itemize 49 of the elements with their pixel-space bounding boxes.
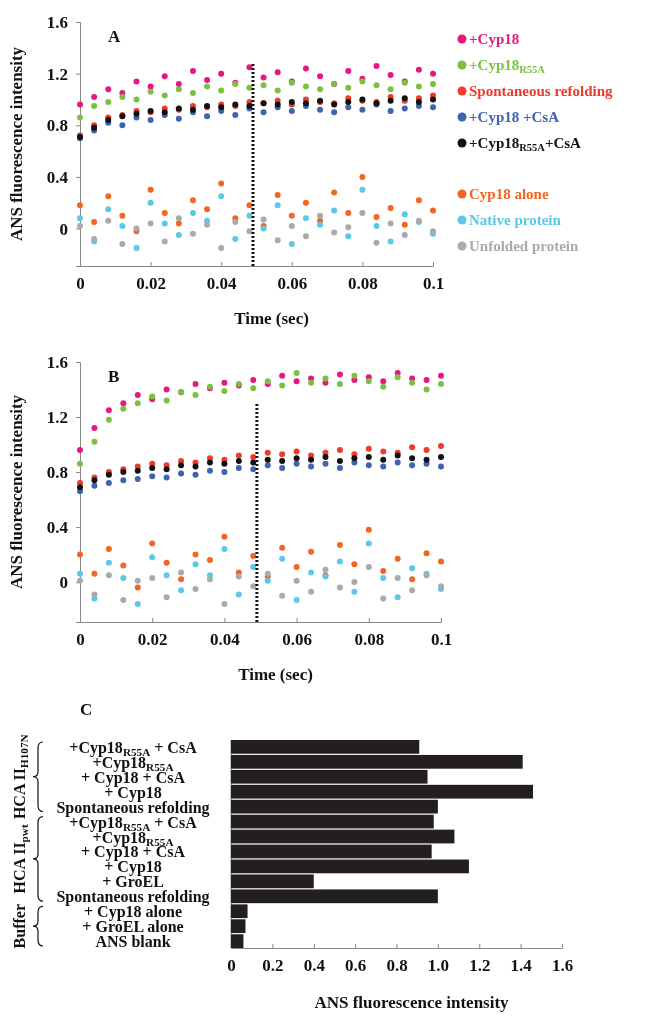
y-axis-title: ANS fluorescence intensity — [7, 394, 26, 590]
y-tick-label: ANS blank — [95, 933, 171, 951]
x-tick-label: 0.02 — [137, 630, 168, 650]
legend-label: +Cyp18$_{R55A}$+CsA — [469, 135, 582, 153]
legend-label: Spontaneous refolding — [469, 83, 614, 99]
x-tick-label: 0.04 — [206, 274, 238, 294]
y-tick-label: 0.8 — [46, 462, 68, 482]
y-tick-label: 1.2 — [46, 64, 68, 84]
x-tick-label: 0.1 — [430, 630, 453, 650]
y-axis-title: ANS fluorescence intensity — [7, 46, 26, 242]
y-tick-label: 0 — [59, 219, 68, 239]
x-tick-label: 0.06 — [277, 274, 308, 294]
legend-label: Native protein — [469, 212, 562, 228]
chart-title: A — [108, 27, 121, 46]
legend-label: Unfolded protein — [469, 238, 579, 254]
x-tick-label: 0.2 — [262, 956, 284, 976]
x-tick-label: 1.4 — [510, 956, 533, 976]
text: Buffer — [11, 903, 28, 949]
y-tick-label: 1.6 — [46, 12, 68, 32]
legend-label: Cyp18 alone — [469, 186, 549, 202]
x-tick-label: 0.06 — [282, 630, 312, 650]
x-tick-label: 0.08 — [354, 630, 385, 650]
x-tick-label: 1.6 — [551, 956, 574, 976]
y-tick-label: 0.8 — [46, 116, 68, 136]
y-tick-label: 1.6 — [46, 352, 68, 372]
x-tick-label: 0 — [227, 956, 236, 976]
legend-label: +Cyp18 — [469, 31, 520, 47]
y-tick-label: 0.4 — [46, 518, 69, 538]
y-tick-label: Spontaneous refolding — [56, 888, 210, 907]
x-tick-label: 0.02 — [136, 274, 166, 294]
x-tick-label: 0.4 — [303, 956, 326, 976]
x-tick-label: 0.04 — [210, 630, 241, 650]
x-tick-label: 1.0 — [427, 956, 449, 976]
y-tick-label: 0.4 — [46, 167, 69, 187]
y-tick-label: 0 — [59, 573, 68, 593]
chart-title: B — [108, 367, 120, 386]
x-axis-title: ANS fluorescence intensity — [314, 993, 510, 1012]
x-tick-label: 1.2 — [469, 956, 491, 976]
x-tick-label: 0.6 — [345, 956, 367, 976]
x-tick-label: 0.08 — [348, 274, 378, 294]
legend-label: +Cyp18 +CsA — [469, 109, 560, 125]
text: C — [80, 700, 93, 719]
y-tick-label: +Cyp18$_{R55A}$ + CsA — [69, 738, 198, 758]
x-axis-title: Time (sec) — [234, 309, 309, 328]
x-axis-title: Time (sec) — [238, 665, 313, 684]
x-tick-label: 0.8 — [386, 956, 408, 976]
y-tick-label: 1.2 — [46, 407, 68, 427]
x-tick-label: 0.1 — [422, 274, 445, 294]
legend-label: +Cyp18$_{R55A}$ — [469, 57, 546, 75]
